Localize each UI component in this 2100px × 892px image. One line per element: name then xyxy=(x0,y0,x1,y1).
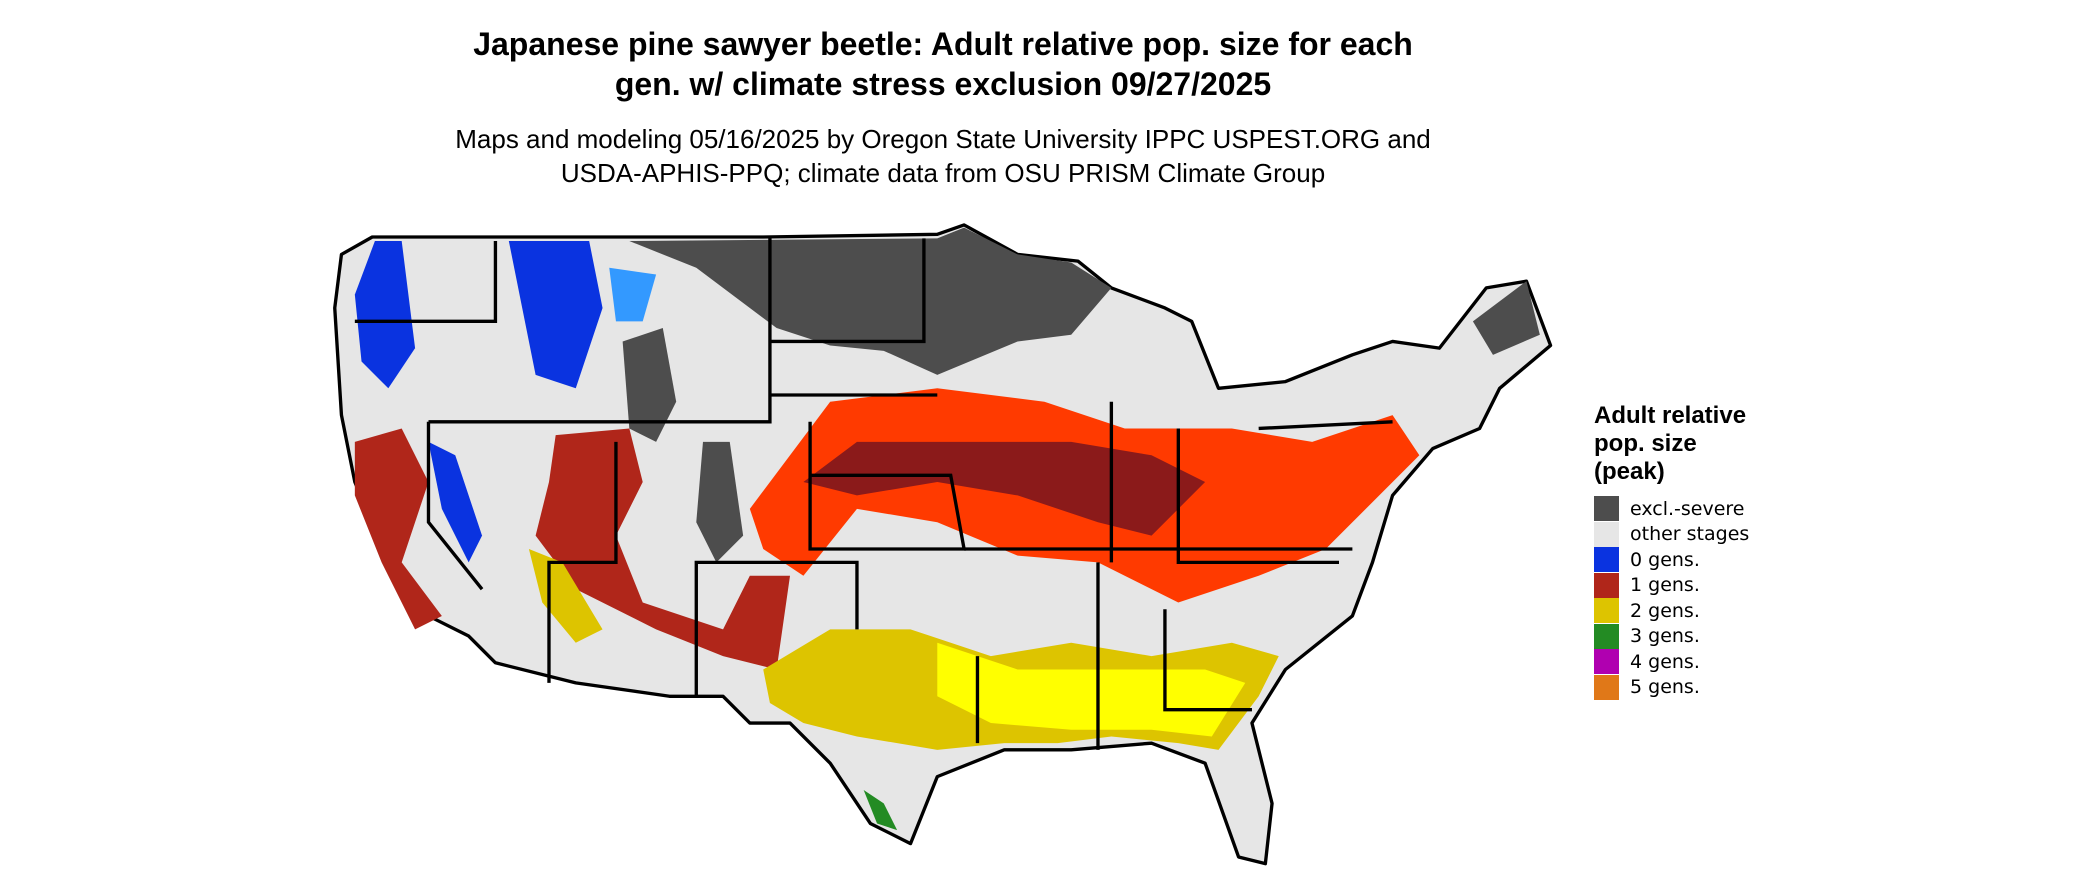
three-gen-region xyxy=(863,790,898,831)
excluded-region xyxy=(1472,281,1540,355)
legend-label: 0 gens. xyxy=(1630,548,1700,571)
two-gen-region xyxy=(937,642,1246,737)
legend-swatch xyxy=(1594,547,1619,573)
legend-swatch xyxy=(1594,496,1619,522)
one-gen-region xyxy=(803,441,1206,536)
legend-label: 5 gens. xyxy=(1630,676,1700,699)
legend-title-line: pop. size xyxy=(1594,430,1697,457)
legend-item: 0 gens. xyxy=(1594,547,1749,573)
zero-gen-region xyxy=(428,441,483,563)
legend-swatch xyxy=(1594,649,1619,675)
legend-label: 3 gens. xyxy=(1630,625,1700,648)
legend-item: 1 gens. xyxy=(1594,572,1749,599)
legend-swatch xyxy=(1594,521,1619,547)
legend-swatch xyxy=(1594,623,1619,649)
excluded-region xyxy=(696,441,744,563)
legend-item: 4 gens. xyxy=(1594,649,1749,675)
legend-title-line: Adult relative xyxy=(1594,402,1747,429)
title-line: Japanese pine sawyer beetle: Adult relat… xyxy=(473,26,1413,62)
legend-swatch xyxy=(1594,674,1619,700)
legend-label: 1 gens. xyxy=(1630,574,1700,597)
excluded-region xyxy=(622,328,677,442)
legend-item: 2 gens. xyxy=(1594,598,1749,624)
legend-item: 3 gens. xyxy=(1594,623,1749,650)
subtitle: Maps and modeling 05/16/2025 by Oregon S… xyxy=(343,122,1543,190)
legend-label: excl.-severe xyxy=(1630,497,1745,520)
legend-item: excl.-severe xyxy=(1594,496,1749,522)
legend-items: excl.-severe other stages 0 gens. 1 gens. 2 … xyxy=(1594,496,1749,700)
legend-swatch xyxy=(1594,598,1619,624)
legend: Adult relative pop. size (peak) excl.-seve… xyxy=(1594,402,1749,700)
legend-item: 5 gens. xyxy=(1594,674,1749,701)
us-map xyxy=(333,223,1553,866)
legend-label: 4 gens. xyxy=(1630,650,1700,673)
legend-label: 2 gens. xyxy=(1630,599,1700,622)
zero-gen-region xyxy=(508,241,603,389)
one-gen-region xyxy=(354,428,442,630)
legend-swatch xyxy=(1594,572,1619,598)
subtitle-line: USDA-APHIS-PPQ; climate data from OSU PR… xyxy=(560,158,1326,188)
one-gen-region xyxy=(535,428,791,670)
legend-label: other stages xyxy=(1630,523,1750,546)
excluded-region xyxy=(629,227,1112,375)
title-line: gen. w/ climate stress exclusion 09/27/2… xyxy=(614,66,1272,102)
two-gen-region xyxy=(528,548,603,643)
legend-item: other stages xyxy=(1594,521,1750,548)
legend-title-line: (peak) xyxy=(1594,458,1665,485)
zero-gen-region xyxy=(609,267,657,322)
title: Japanese pine sawyer beetle: Adult relat… xyxy=(343,24,1543,104)
legend-title: Adult relative pop. size (peak) xyxy=(1594,402,1749,486)
zero-gen-region xyxy=(354,241,416,389)
state-borders xyxy=(354,238,1393,750)
subtitle-line: Maps and modeling 05/16/2025 by Oregon S… xyxy=(455,124,1431,154)
